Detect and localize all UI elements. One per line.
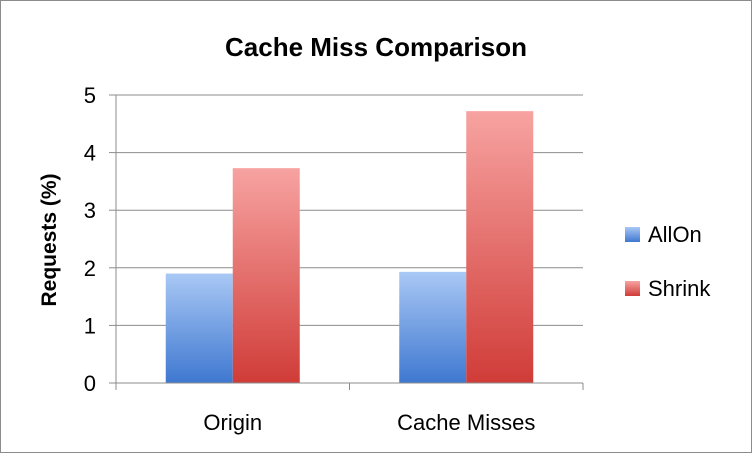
chart-title: Cache Miss Comparison [225,32,527,62]
legend: AllOn Shrink [625,222,711,301]
y-axis-label: Requests (%) [38,173,61,306]
legend-label-shrink: Shrink [648,276,711,301]
y-tick-label: 5 [84,83,96,108]
bar-allon-0 [165,273,233,383]
axes: 0 1 2 3 4 5 Origin Cache Misses [84,83,584,435]
legend-swatch-shrink [625,281,640,296]
y-tick-label: 1 [84,313,96,338]
x-tick-label: Cache Misses [397,410,535,435]
legend-label-allon: AllOn [648,222,702,247]
bar-shrink-0 [232,168,300,383]
bar-shrink-1 [466,111,534,384]
y-tick-label: 4 [84,141,96,166]
bar-allon-1 [399,271,467,383]
y-tick-label: 2 [84,256,96,281]
y-tick-label: 0 [84,371,96,396]
legend-swatch-allon [625,227,640,242]
x-tick-label: Origin [203,410,262,435]
y-tick-label: 3 [84,198,96,223]
bar-group [165,111,534,384]
